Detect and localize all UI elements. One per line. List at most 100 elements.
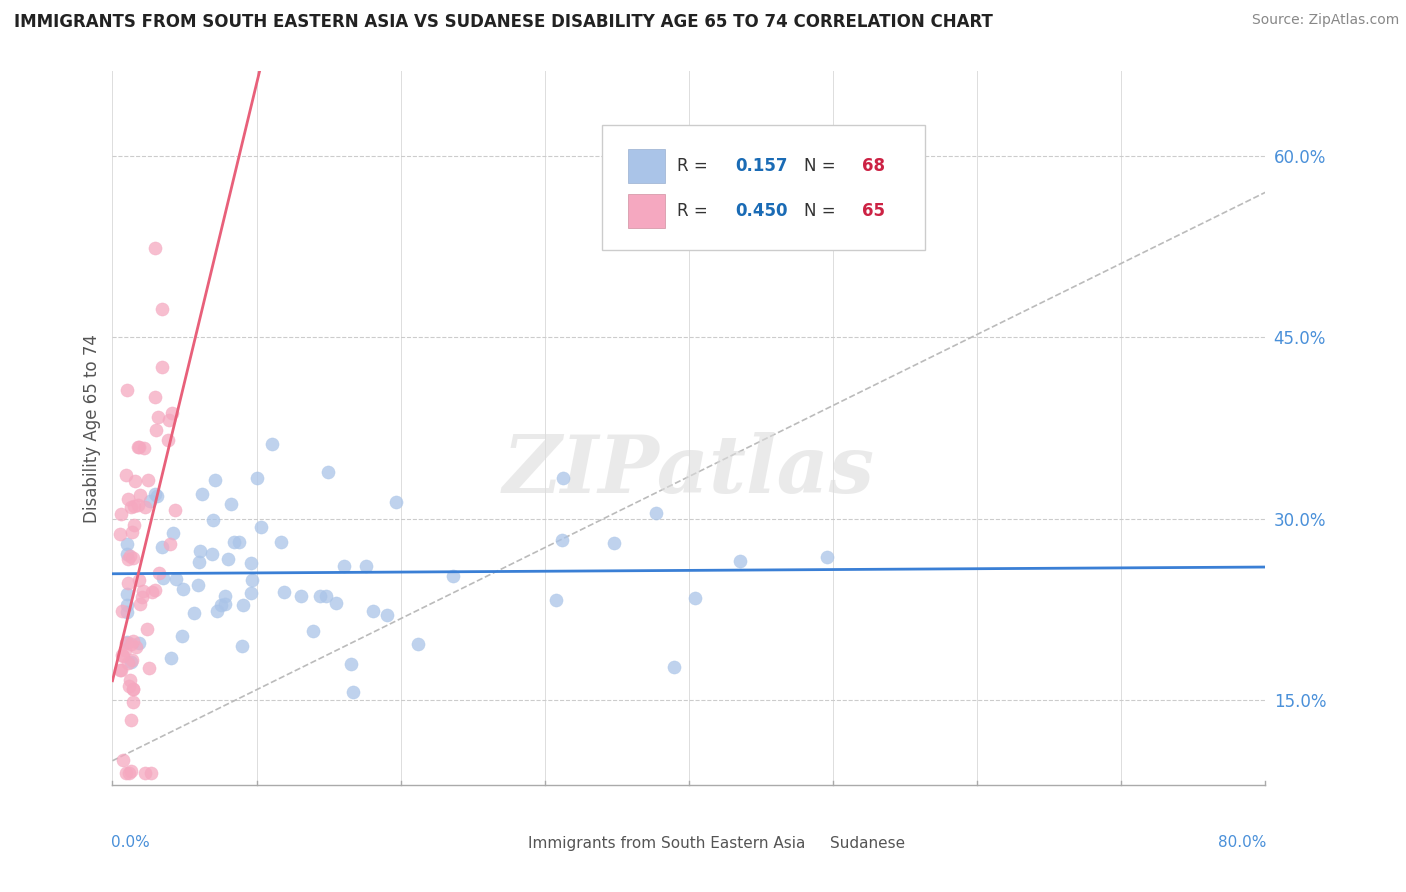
Point (111, 753, 134, 767)
Point (201, 513, 224, 527)
FancyBboxPatch shape (793, 830, 821, 856)
Text: R =: R = (678, 157, 713, 175)
Point (160, 651, 183, 665)
Point (385, 495, 408, 509)
Point (217, 552, 239, 566)
Point (228, 534, 250, 549)
Point (143, 390, 166, 404)
Point (551, 471, 574, 485)
Text: R =: R = (678, 202, 713, 220)
Point (204, 473, 226, 487)
Point (191, 486, 214, 500)
Point (339, 657, 361, 671)
Point (308, 589, 330, 603)
Point (240, 586, 263, 600)
Point (128, 636, 150, 650)
Point (146, 489, 169, 503)
Point (120, 764, 142, 778)
Text: 0.157: 0.157 (735, 157, 787, 175)
Point (115, 547, 138, 561)
Point (124, 518, 146, 533)
FancyBboxPatch shape (628, 194, 665, 228)
Point (131, 590, 153, 604)
Point (270, 534, 292, 549)
Point (114, 467, 136, 482)
Point (121, 653, 143, 667)
Point (134, 765, 156, 780)
Point (231, 639, 253, 653)
Point (117, 656, 139, 670)
Point (162, 526, 184, 541)
FancyBboxPatch shape (628, 149, 665, 184)
Point (132, 584, 155, 599)
Point (145, 424, 167, 438)
Point (146, 409, 169, 424)
Point (148, 566, 170, 580)
Point (115, 383, 138, 397)
Point (138, 661, 160, 675)
Point (136, 473, 159, 487)
Point (129, 488, 152, 502)
Point (205, 604, 228, 618)
Point (141, 585, 163, 599)
Point (115, 765, 138, 780)
Point (273, 584, 295, 599)
Text: 68: 68 (862, 157, 884, 175)
Point (108, 663, 131, 677)
Text: 0.0%: 0.0% (111, 835, 150, 850)
Point (157, 413, 180, 427)
Point (118, 765, 141, 780)
Text: N =: N = (804, 157, 841, 175)
Point (187, 578, 209, 592)
Point (214, 589, 236, 603)
Point (361, 604, 384, 618)
Point (240, 557, 263, 571)
Point (730, 553, 752, 567)
Point (315, 589, 337, 603)
Point (817, 550, 839, 565)
Point (260, 437, 283, 451)
Point (246, 471, 269, 485)
Point (115, 636, 138, 650)
Point (214, 597, 236, 611)
Point (170, 629, 193, 643)
Point (117, 575, 139, 590)
Point (117, 552, 139, 566)
Point (143, 582, 166, 597)
Point (124, 499, 146, 513)
Point (156, 433, 179, 447)
Point (406, 637, 429, 651)
Point (143, 241, 166, 255)
Point (122, 551, 145, 566)
Point (118, 679, 141, 693)
Point (134, 441, 156, 455)
Point (354, 559, 377, 574)
Point (128, 440, 150, 454)
Point (250, 520, 273, 534)
Point (115, 598, 138, 612)
Point (127, 498, 149, 512)
Point (150, 359, 173, 374)
Point (115, 635, 138, 649)
Point (165, 572, 187, 586)
Point (122, 695, 145, 709)
Point (124, 474, 146, 488)
Point (603, 535, 626, 549)
Text: N =: N = (804, 202, 841, 220)
Point (290, 590, 312, 604)
Text: 65: 65 (862, 202, 884, 220)
Point (110, 507, 132, 521)
Point (111, 604, 134, 618)
Point (114, 642, 136, 657)
Text: Sudanese: Sudanese (830, 836, 904, 851)
Point (546, 593, 568, 607)
Point (128, 573, 150, 587)
Point (115, 536, 138, 550)
Point (139, 765, 162, 780)
Text: IMMIGRANTS FROM SOUTH EASTERN ASIA VS SUDANESE DISABILITY AGE 65 TO 74 CORRELATI: IMMIGRANTS FROM SOUTH EASTERN ASIA VS SU… (14, 13, 993, 31)
Point (325, 596, 347, 610)
Point (120, 637, 142, 651)
Point (222, 534, 245, 549)
Point (122, 681, 145, 696)
Point (145, 487, 167, 501)
